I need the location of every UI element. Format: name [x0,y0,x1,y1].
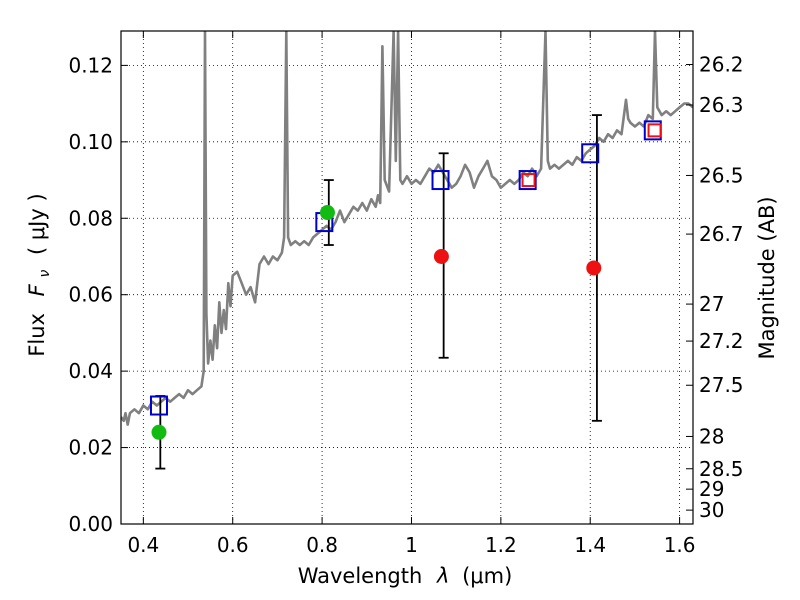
red-square-marker [647,123,662,138]
y-axis-label-symbol: F [25,283,49,296]
model-square-marker [149,395,168,416]
model-square-marker [431,170,450,191]
y-tick-label: 0.02 [68,436,113,460]
y-axis-label-subscript: ν [37,270,53,278]
mag-tick-label: 29 [699,477,724,501]
x-tick-label: 1.2 [485,533,517,557]
x-tick-label: 1 [405,533,418,557]
mag-tick-label: 27.5 [699,373,744,397]
right-axis-label: Magnitude (AB) [755,196,779,359]
mag-tick-label: 27.2 [699,329,744,353]
y-axis-label-unit: ( μJy ) [25,193,49,255]
green-detection-point [319,205,335,221]
x-tick-label: 0.8 [306,533,338,557]
x-tick-label: 1.6 [664,533,696,557]
mag-tick-label: 30 [699,498,724,522]
photometry-markers [149,120,662,440]
x-axis-label-symbol: λ [436,564,449,588]
x-axis-label: Wavelength λ (μm) [298,564,513,588]
mag-tick-label: 26.7 [699,222,744,246]
mag-tick-label: 27 [699,292,724,316]
model-square-marker [581,143,600,164]
y-tick-label: 0.00 [68,512,113,536]
y-axis-label: Flux F ν ( μJy ) [25,193,54,356]
green-detection-point [151,424,167,440]
y-axis-label-text: Flux [25,313,49,357]
y-tick-label: 0.06 [68,283,113,307]
x-tick-label: 0.4 [127,533,159,557]
x-tick-label: 1.4 [574,533,606,557]
y-tick-label: 0.12 [68,53,113,77]
x-tick-label: 0.6 [217,533,249,557]
mag-tick-label: 26.5 [699,163,744,187]
mag-tick-label: 28 [699,424,724,448]
mag-tick-label: 26.3 [699,93,744,117]
x-axis-label-text: Wavelength [298,564,423,588]
red-detection-point [586,260,602,276]
mag-tick-label: 28.5 [699,457,744,481]
spectrum-series [121,31,693,426]
y-tick-label: 0.08 [68,206,113,230]
x-axis-label-unit: (μm) [462,564,512,588]
axis-ticks: 0.4 0.6 0.8 1 1.2 1.4 1.6 0.00 0.02 0.04 0.06 0.08 0… [68,31,744,557]
y-tick-label: 0.10 [68,130,113,154]
red-square-marker [521,173,536,188]
error-bars [155,114,602,470]
plot-frame [120,30,694,525]
model-square-marker [518,170,537,191]
y-tick-label: 0.04 [68,359,113,383]
red-detection-point [433,248,449,264]
spectrum-line [121,31,693,426]
mag-tick-label: 26.2 [699,53,744,77]
